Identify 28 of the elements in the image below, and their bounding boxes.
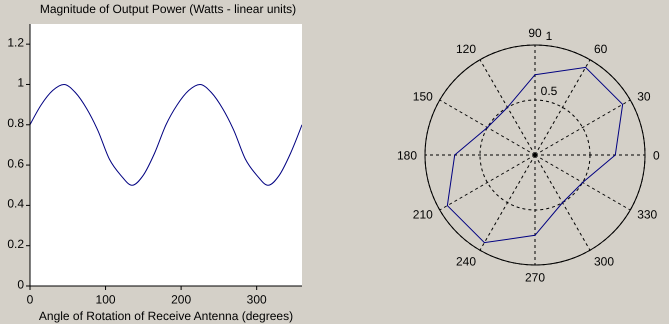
spoke-label: 300	[594, 254, 614, 269]
line-series	[30, 84, 302, 186]
spoke-label: 240	[456, 254, 476, 269]
y-tick-label: 1	[546, 29, 553, 43]
x-tick-label: 100	[96, 292, 116, 307]
chart-title: Magnitude of Output Power (Watts - linear units)	[38, 2, 298, 16]
spoke-label: 120	[456, 42, 476, 56]
spoke-label: 270	[524, 270, 546, 285]
spoke-label: 150	[412, 89, 434, 104]
y-tick-label: 0.5	[540, 84, 558, 98]
y-tick-label: 0.2	[7, 236, 24, 251]
spoke-label: 30	[637, 89, 651, 104]
spoke-label: 180	[396, 148, 418, 162]
spoke-label: 330	[637, 207, 658, 222]
x-tick-label: 0	[26, 292, 34, 307]
spoke-label: 60	[594, 42, 608, 56]
x-tick-label: 200	[171, 292, 192, 307]
x-axis-title: Angle of Rotation of Receive Antenna (degrees)	[38, 309, 294, 323]
y-tick-label: 0.4	[7, 196, 24, 211]
y-tick-label: 0.6	[7, 156, 24, 170]
spoke-label: 210	[412, 207, 434, 222]
spoke-label: 90	[528, 26, 542, 40]
y-tick-label: 0	[17, 277, 24, 292]
y-tick-label: 0.8	[7, 116, 24, 130]
y-tick-label: 1.2	[7, 35, 24, 50]
spoke-label: 0	[653, 148, 660, 162]
x-tick-label: 300	[246, 292, 267, 307]
y-tick-label: 1	[17, 76, 24, 90]
